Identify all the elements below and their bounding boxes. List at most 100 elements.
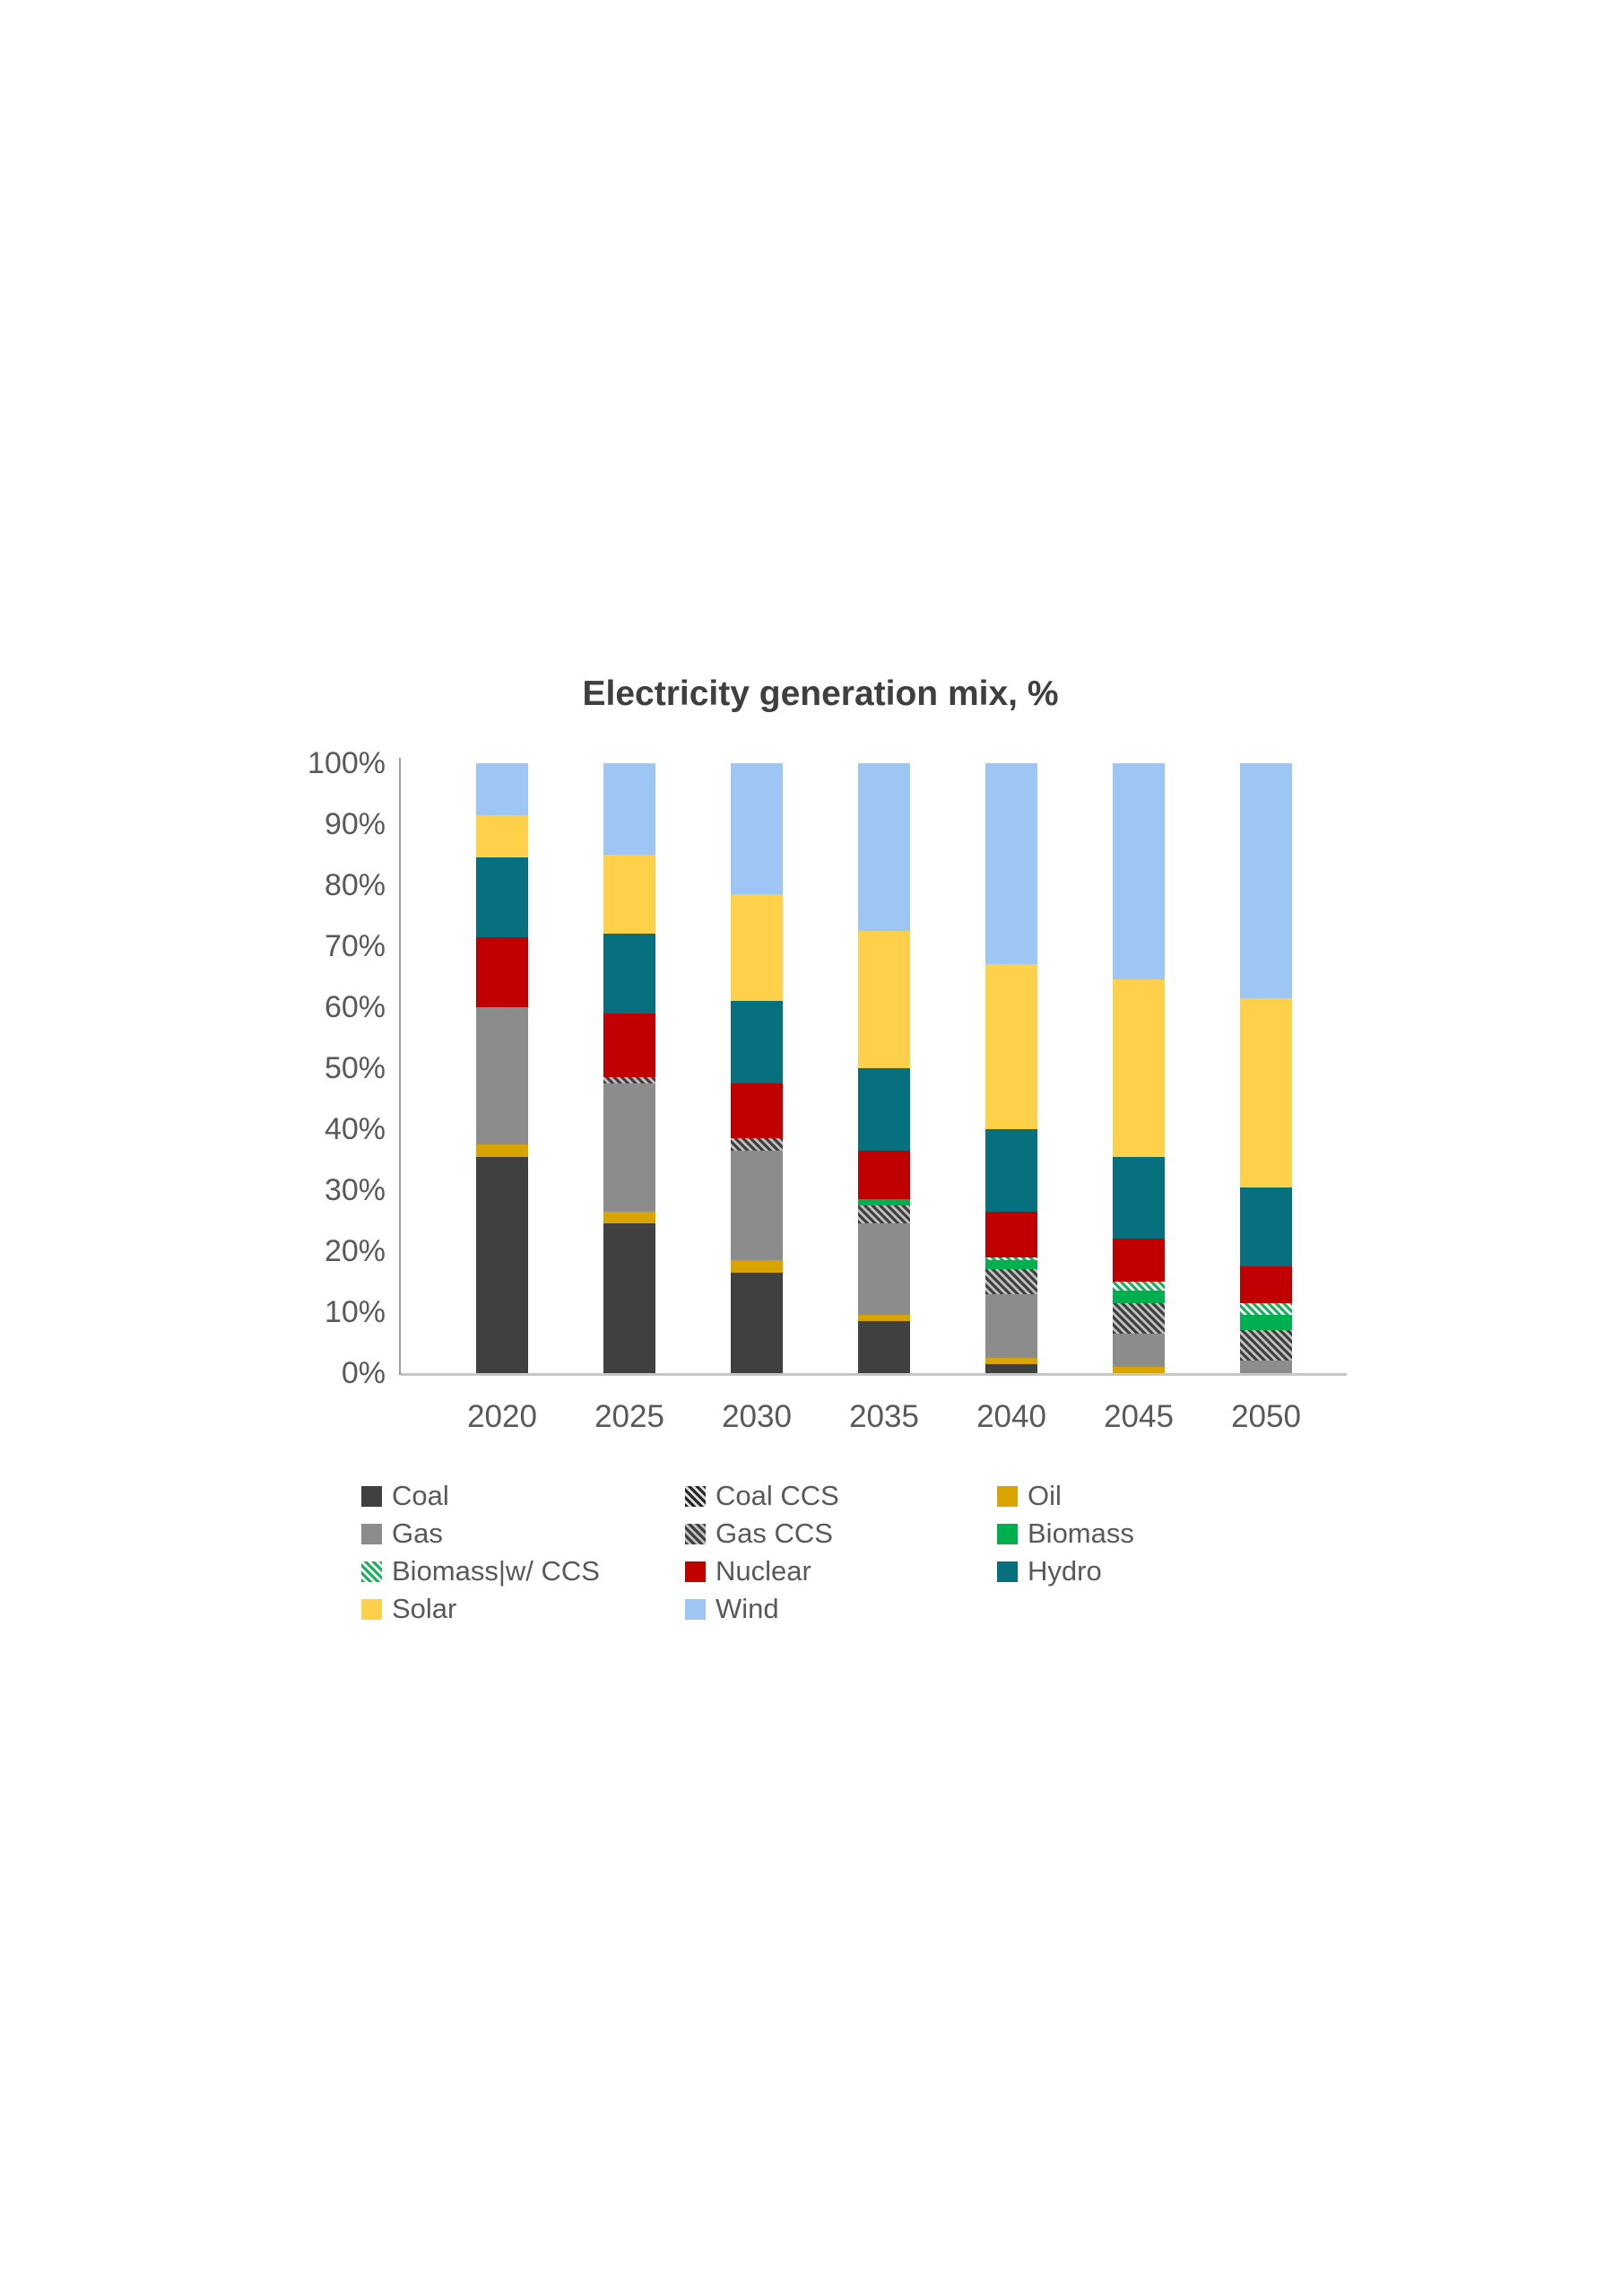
- legend-label: Gas CCS: [716, 1518, 833, 1549]
- legend-item-oil: Oil: [997, 1481, 1293, 1511]
- legend-label: Nuclear: [716, 1555, 811, 1587]
- legend-swatch-icon: [685, 1561, 706, 1582]
- segment-solar-2020: [476, 814, 528, 858]
- y-tick-label: 40%: [324, 1112, 386, 1146]
- legend-item-solar: Solar: [361, 1594, 685, 1624]
- segment-gas-ccs-2040: [985, 1269, 1037, 1294]
- segment-gas-ccs-2030: [731, 1138, 783, 1151]
- segment-hydro-2050: [1240, 1187, 1292, 1266]
- y-tick-label: 30%: [324, 1173, 386, 1207]
- legend-label: Gas: [392, 1518, 443, 1549]
- legend-label: Oil: [1028, 1480, 1062, 1511]
- legend-swatch-icon: [361, 1561, 382, 1582]
- segment-gas-ccs-2025: [603, 1077, 655, 1083]
- segment-biomass-2040: [985, 1260, 1037, 1270]
- x-tick-label: 2040: [976, 1399, 1046, 1434]
- segment-nuclear-2025: [603, 1013, 655, 1078]
- segment-wind-2030: [731, 763, 783, 895]
- x-tick-label: 2025: [594, 1399, 664, 1434]
- y-tick-label: 60%: [324, 990, 386, 1024]
- legend-item-wind: Wind: [685, 1594, 997, 1624]
- segment-biomass-w-ccs-2040: [985, 1257, 1037, 1261]
- segment-nuclear-2020: [476, 936, 528, 1007]
- segment-gas-2030: [731, 1150, 783, 1261]
- segment-solar-2030: [731, 894, 783, 1002]
- legend: Coal Coal CCS Oil Gas Gas CCS Biomass Biomass|…: [361, 1477, 1293, 1628]
- legend-item-nuclear: Nuclear: [685, 1556, 997, 1587]
- segment-hydro-2045: [1113, 1156, 1165, 1239]
- segment-biomass-2050: [1240, 1315, 1292, 1331]
- x-tick-label: 2020: [467, 1399, 537, 1434]
- x-axis-line: [401, 1373, 1347, 1376]
- segment-gas-ccs-2035: [858, 1205, 910, 1224]
- segment-nuclear-2050: [1240, 1266, 1292, 1303]
- segment-coal-2025: [603, 1223, 655, 1373]
- legend-label: Wind: [716, 1593, 779, 1624]
- segment-biomass-2045: [1113, 1291, 1165, 1303]
- segment-hydro-2025: [603, 934, 655, 1013]
- plot-area: [401, 763, 1329, 1373]
- segment-coal-2035: [858, 1321, 910, 1373]
- segment-solar-2025: [603, 855, 655, 935]
- bar-2025: [603, 763, 655, 1373]
- segment-gas-2040: [985, 1293, 1037, 1358]
- segment-solar-2045: [1113, 979, 1165, 1157]
- bar-2020: [476, 763, 528, 1373]
- x-tick-label: 2050: [1231, 1399, 1301, 1434]
- chart-title: Electricity generation mix, %: [582, 674, 1059, 713]
- bar-2030: [731, 763, 783, 1373]
- legend-swatch-icon: [997, 1561, 1018, 1582]
- y-tick-label: 10%: [324, 1295, 386, 1329]
- y-axis-line: [399, 758, 401, 1375]
- segment-biomass-w-ccs-2050: [1240, 1302, 1292, 1316]
- segment-wind-2050: [1240, 763, 1292, 998]
- segment-hydro-2035: [858, 1068, 910, 1151]
- bar-2040: [985, 763, 1037, 1373]
- bar-2035: [858, 763, 910, 1373]
- segment-wind-2040: [985, 763, 1037, 965]
- legend-swatch-icon: [361, 1523, 382, 1544]
- segment-oil-2040: [985, 1358, 1037, 1364]
- segment-solar-2050: [1240, 997, 1292, 1187]
- bar-2050: [1240, 763, 1292, 1373]
- segment-gas-2050: [1240, 1361, 1292, 1373]
- segment-oil-2045: [1113, 1367, 1165, 1373]
- segment-coal-2030: [731, 1272, 783, 1373]
- legend-item-gas: Gas: [361, 1518, 685, 1549]
- y-tick-label: 0%: [341, 1356, 386, 1390]
- x-tick-label: 2030: [722, 1399, 792, 1434]
- legend-item-coal: Coal: [361, 1481, 685, 1511]
- legend-swatch-icon: [997, 1485, 1018, 1507]
- segment-nuclear-2045: [1113, 1239, 1165, 1282]
- legend-item-biomass: Biomass: [997, 1518, 1293, 1549]
- legend-swatch-icon: [997, 1523, 1018, 1544]
- segment-hydro-2030: [731, 1001, 783, 1083]
- segment-nuclear-2030: [731, 1083, 783, 1139]
- legend-swatch-icon: [361, 1485, 382, 1507]
- segment-biomass-2035: [858, 1199, 910, 1205]
- segment-nuclear-2035: [858, 1150, 910, 1200]
- segment-hydro-2040: [985, 1129, 1037, 1212]
- y-tick-label: 20%: [324, 1234, 386, 1268]
- y-tick-label: 90%: [324, 807, 386, 841]
- segment-oil-2035: [858, 1315, 910, 1322]
- legend-swatch-icon: [685, 1598, 706, 1620]
- segment-solar-2040: [985, 964, 1037, 1129]
- legend-label: Solar: [392, 1593, 457, 1624]
- segment-oil-2030: [731, 1260, 783, 1273]
- y-tick-label: 80%: [324, 868, 386, 902]
- segment-coal-2020: [476, 1156, 528, 1373]
- segment-biomass-w-ccs-2045: [1113, 1282, 1165, 1292]
- segment-oil-2025: [603, 1211, 655, 1224]
- legend-item-coal-ccs: Coal CCS: [685, 1481, 997, 1511]
- legend-item-hydro: Hydro: [997, 1556, 1293, 1587]
- legend-swatch-icon: [361, 1598, 382, 1620]
- legend-item-biomass-w-ccs: Biomass|w/ CCS: [361, 1556, 685, 1587]
- y-tick-label: 100%: [308, 746, 386, 780]
- bar-2045: [1113, 763, 1165, 1373]
- legend-label: Coal: [392, 1480, 449, 1511]
- legend-label: Coal CCS: [716, 1480, 839, 1511]
- segment-hydro-2020: [476, 857, 528, 937]
- legend-item-gas-ccs: Gas CCS: [685, 1518, 997, 1549]
